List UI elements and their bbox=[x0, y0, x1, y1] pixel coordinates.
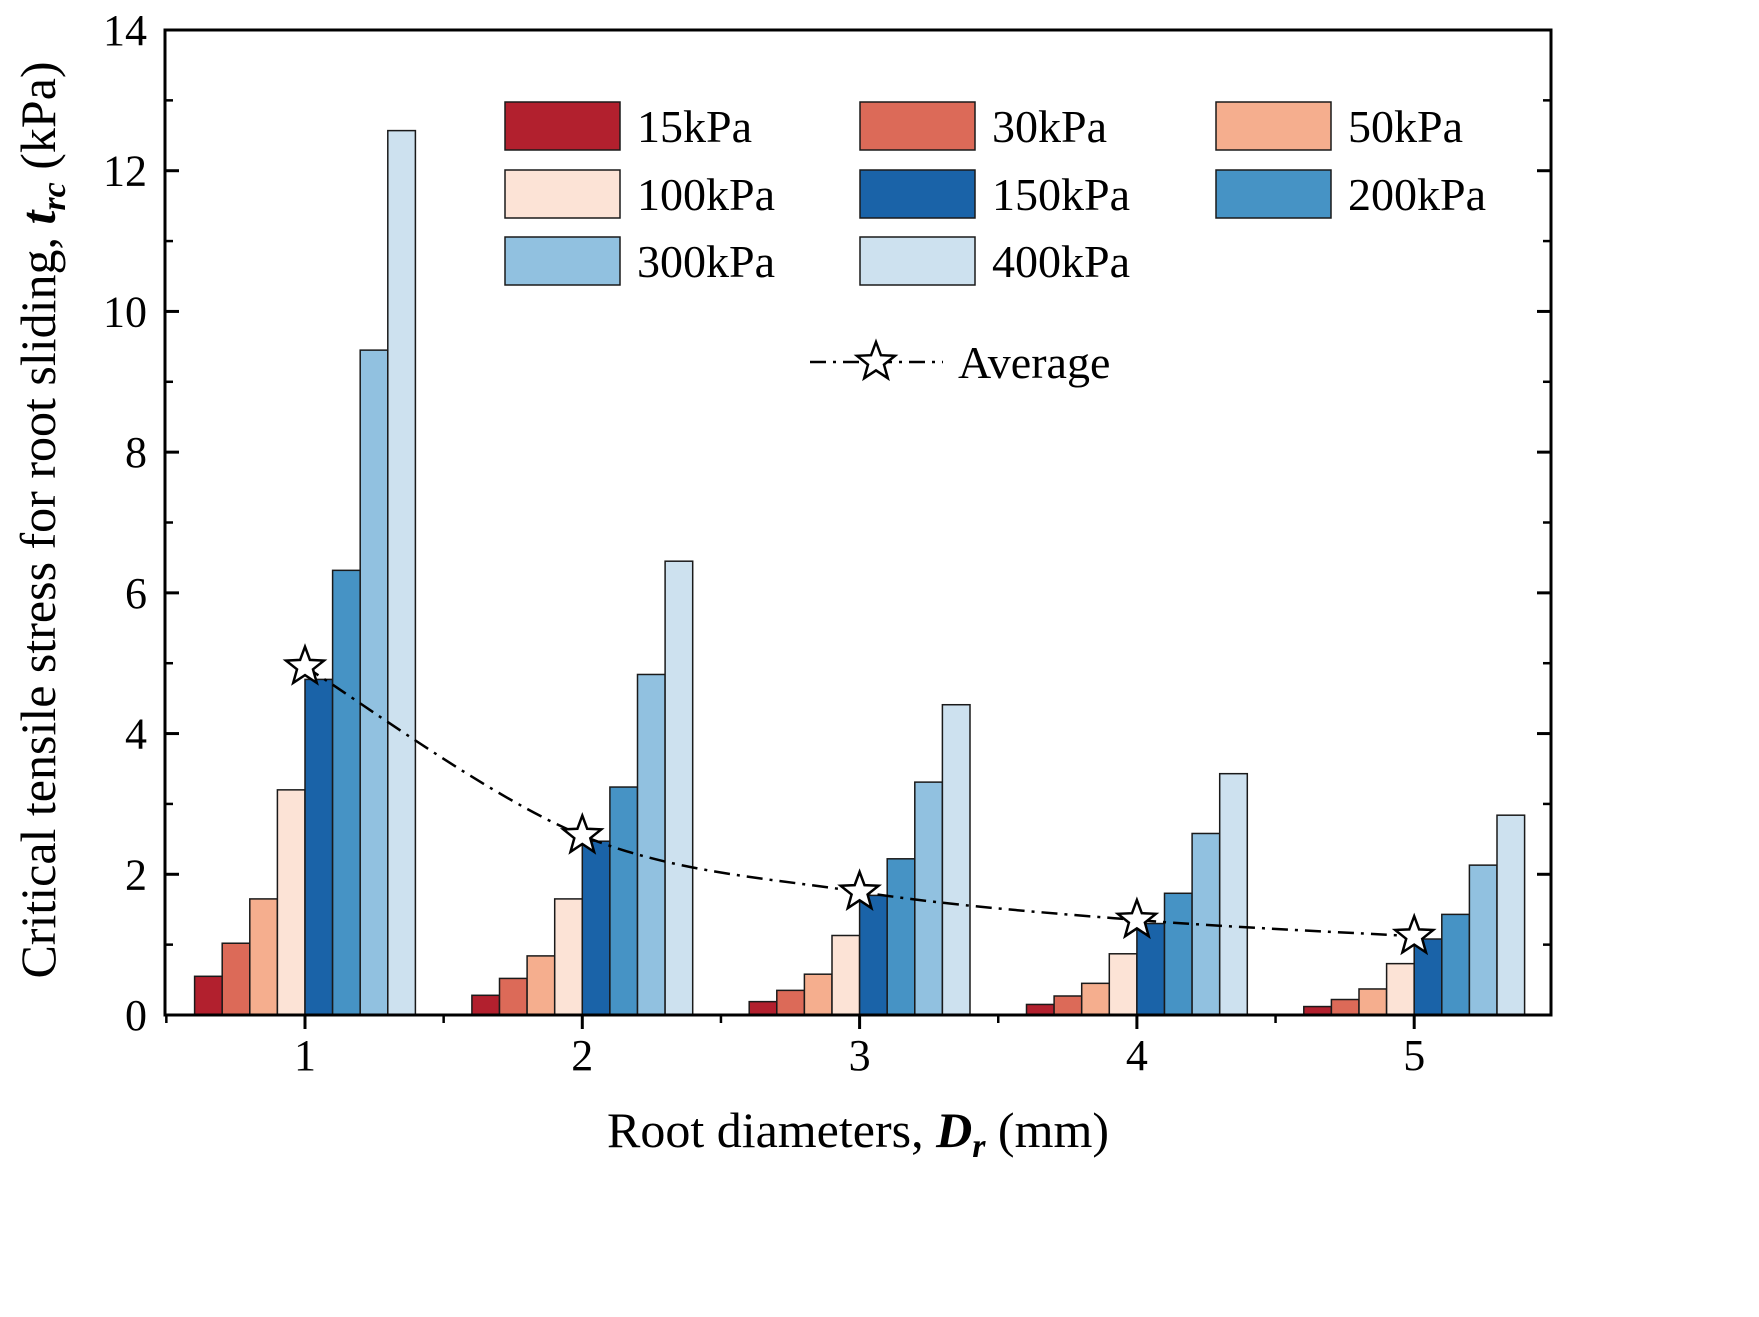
y-tick-label: 0 bbox=[125, 991, 147, 1040]
legend-swatch bbox=[1215, 169, 1332, 219]
legend-label: 200kPa bbox=[1348, 169, 1486, 220]
bar bbox=[636, 673, 666, 1016]
x-tick-label: 1 bbox=[294, 1031, 316, 1080]
bar bbox=[1025, 1003, 1055, 1016]
legend-label: 300kPa bbox=[637, 236, 775, 287]
x-tick-label: 2 bbox=[571, 1031, 593, 1080]
legend-swatch bbox=[859, 101, 976, 151]
legend-swatch bbox=[859, 236, 976, 286]
average-marker bbox=[837, 868, 882, 911]
legend-average-marker bbox=[853, 338, 899, 382]
bar bbox=[1385, 962, 1415, 1016]
bar bbox=[858, 894, 888, 1016]
bar bbox=[221, 942, 251, 1016]
bar bbox=[1468, 864, 1498, 1016]
bar bbox=[1053, 995, 1083, 1016]
bar bbox=[249, 898, 279, 1016]
bar bbox=[1330, 998, 1360, 1016]
bar bbox=[581, 840, 611, 1016]
legend-label: 150kPa bbox=[992, 169, 1130, 220]
legend-label: 15kPa bbox=[637, 101, 752, 152]
bar bbox=[776, 989, 806, 1016]
legend-label: 30kPa bbox=[992, 101, 1107, 152]
legend-swatch bbox=[504, 236, 621, 286]
bar bbox=[886, 858, 916, 1016]
bar bbox=[331, 569, 361, 1016]
x-tick-label: 4 bbox=[1126, 1031, 1148, 1080]
legend-swatch bbox=[859, 169, 976, 219]
bar bbox=[387, 129, 417, 1016]
x-tick-label: 5 bbox=[1403, 1031, 1425, 1080]
legend-label: 50kPa bbox=[1348, 101, 1463, 152]
y-tick-label: 12 bbox=[103, 147, 147, 196]
bar bbox=[1136, 922, 1166, 1016]
bar bbox=[941, 703, 971, 1016]
legend-swatch bbox=[1215, 101, 1332, 151]
y-tick-label: 14 bbox=[103, 6, 147, 55]
average-marker bbox=[282, 643, 328, 686]
bar bbox=[498, 977, 528, 1016]
average-marker bbox=[559, 812, 605, 855]
bar bbox=[276, 789, 306, 1016]
average-line-group bbox=[282, 643, 1437, 956]
legend-label: 100kPa bbox=[637, 169, 775, 220]
bar bbox=[1496, 814, 1526, 1016]
bar bbox=[471, 994, 501, 1016]
bar bbox=[748, 1000, 778, 1016]
x-tick-label: 3 bbox=[849, 1031, 871, 1080]
legend-label: 400kPa bbox=[992, 236, 1130, 287]
y-axis-ticks: 0 2 4 6 8 10 12 14 bbox=[103, 6, 1551, 1040]
bars-group bbox=[193, 129, 1526, 1016]
bar bbox=[1108, 953, 1138, 1016]
y-tick-label: 2 bbox=[125, 850, 147, 899]
bar bbox=[553, 898, 584, 1016]
legend-swatch bbox=[504, 169, 621, 219]
bar bbox=[193, 975, 223, 1016]
bar bbox=[1163, 892, 1193, 1016]
bar bbox=[664, 560, 694, 1016]
bar bbox=[1413, 938, 1443, 1016]
y-axis-title: Critical tensile stress for root sliding… bbox=[10, 61, 73, 978]
bar bbox=[526, 955, 556, 1016]
bar bbox=[359, 349, 389, 1016]
y-tick-label: 4 bbox=[125, 710, 147, 759]
average-marker bbox=[1114, 896, 1160, 940]
bar bbox=[1080, 982, 1111, 1016]
x-axis-ticks: 1 2 3 4 5 bbox=[165, 1015, 1425, 1080]
legend: 15kPa 30kPa 50kPa 100kPa 150kPa 200kPa 300kPa 4… bbox=[504, 101, 1486, 388]
average-marker bbox=[1391, 912, 1437, 956]
bar bbox=[1218, 772, 1249, 1016]
y-tick-label: 10 bbox=[103, 287, 147, 336]
bar bbox=[1358, 988, 1388, 1016]
bar bbox=[1441, 913, 1471, 1016]
y-tick-label: 6 bbox=[125, 569, 147, 618]
bar bbox=[803, 973, 833, 1016]
y-tick-label: 8 bbox=[125, 428, 147, 477]
x-axis-title: Root diameters, Dr (mm) bbox=[607, 1102, 1109, 1165]
legend-average-label: Average bbox=[958, 337, 1110, 388]
bar bbox=[609, 786, 639, 1016]
bar bbox=[831, 934, 861, 1016]
legend-swatch bbox=[504, 101, 621, 151]
bar bbox=[304, 678, 334, 1016]
bar bbox=[914, 781, 944, 1016]
